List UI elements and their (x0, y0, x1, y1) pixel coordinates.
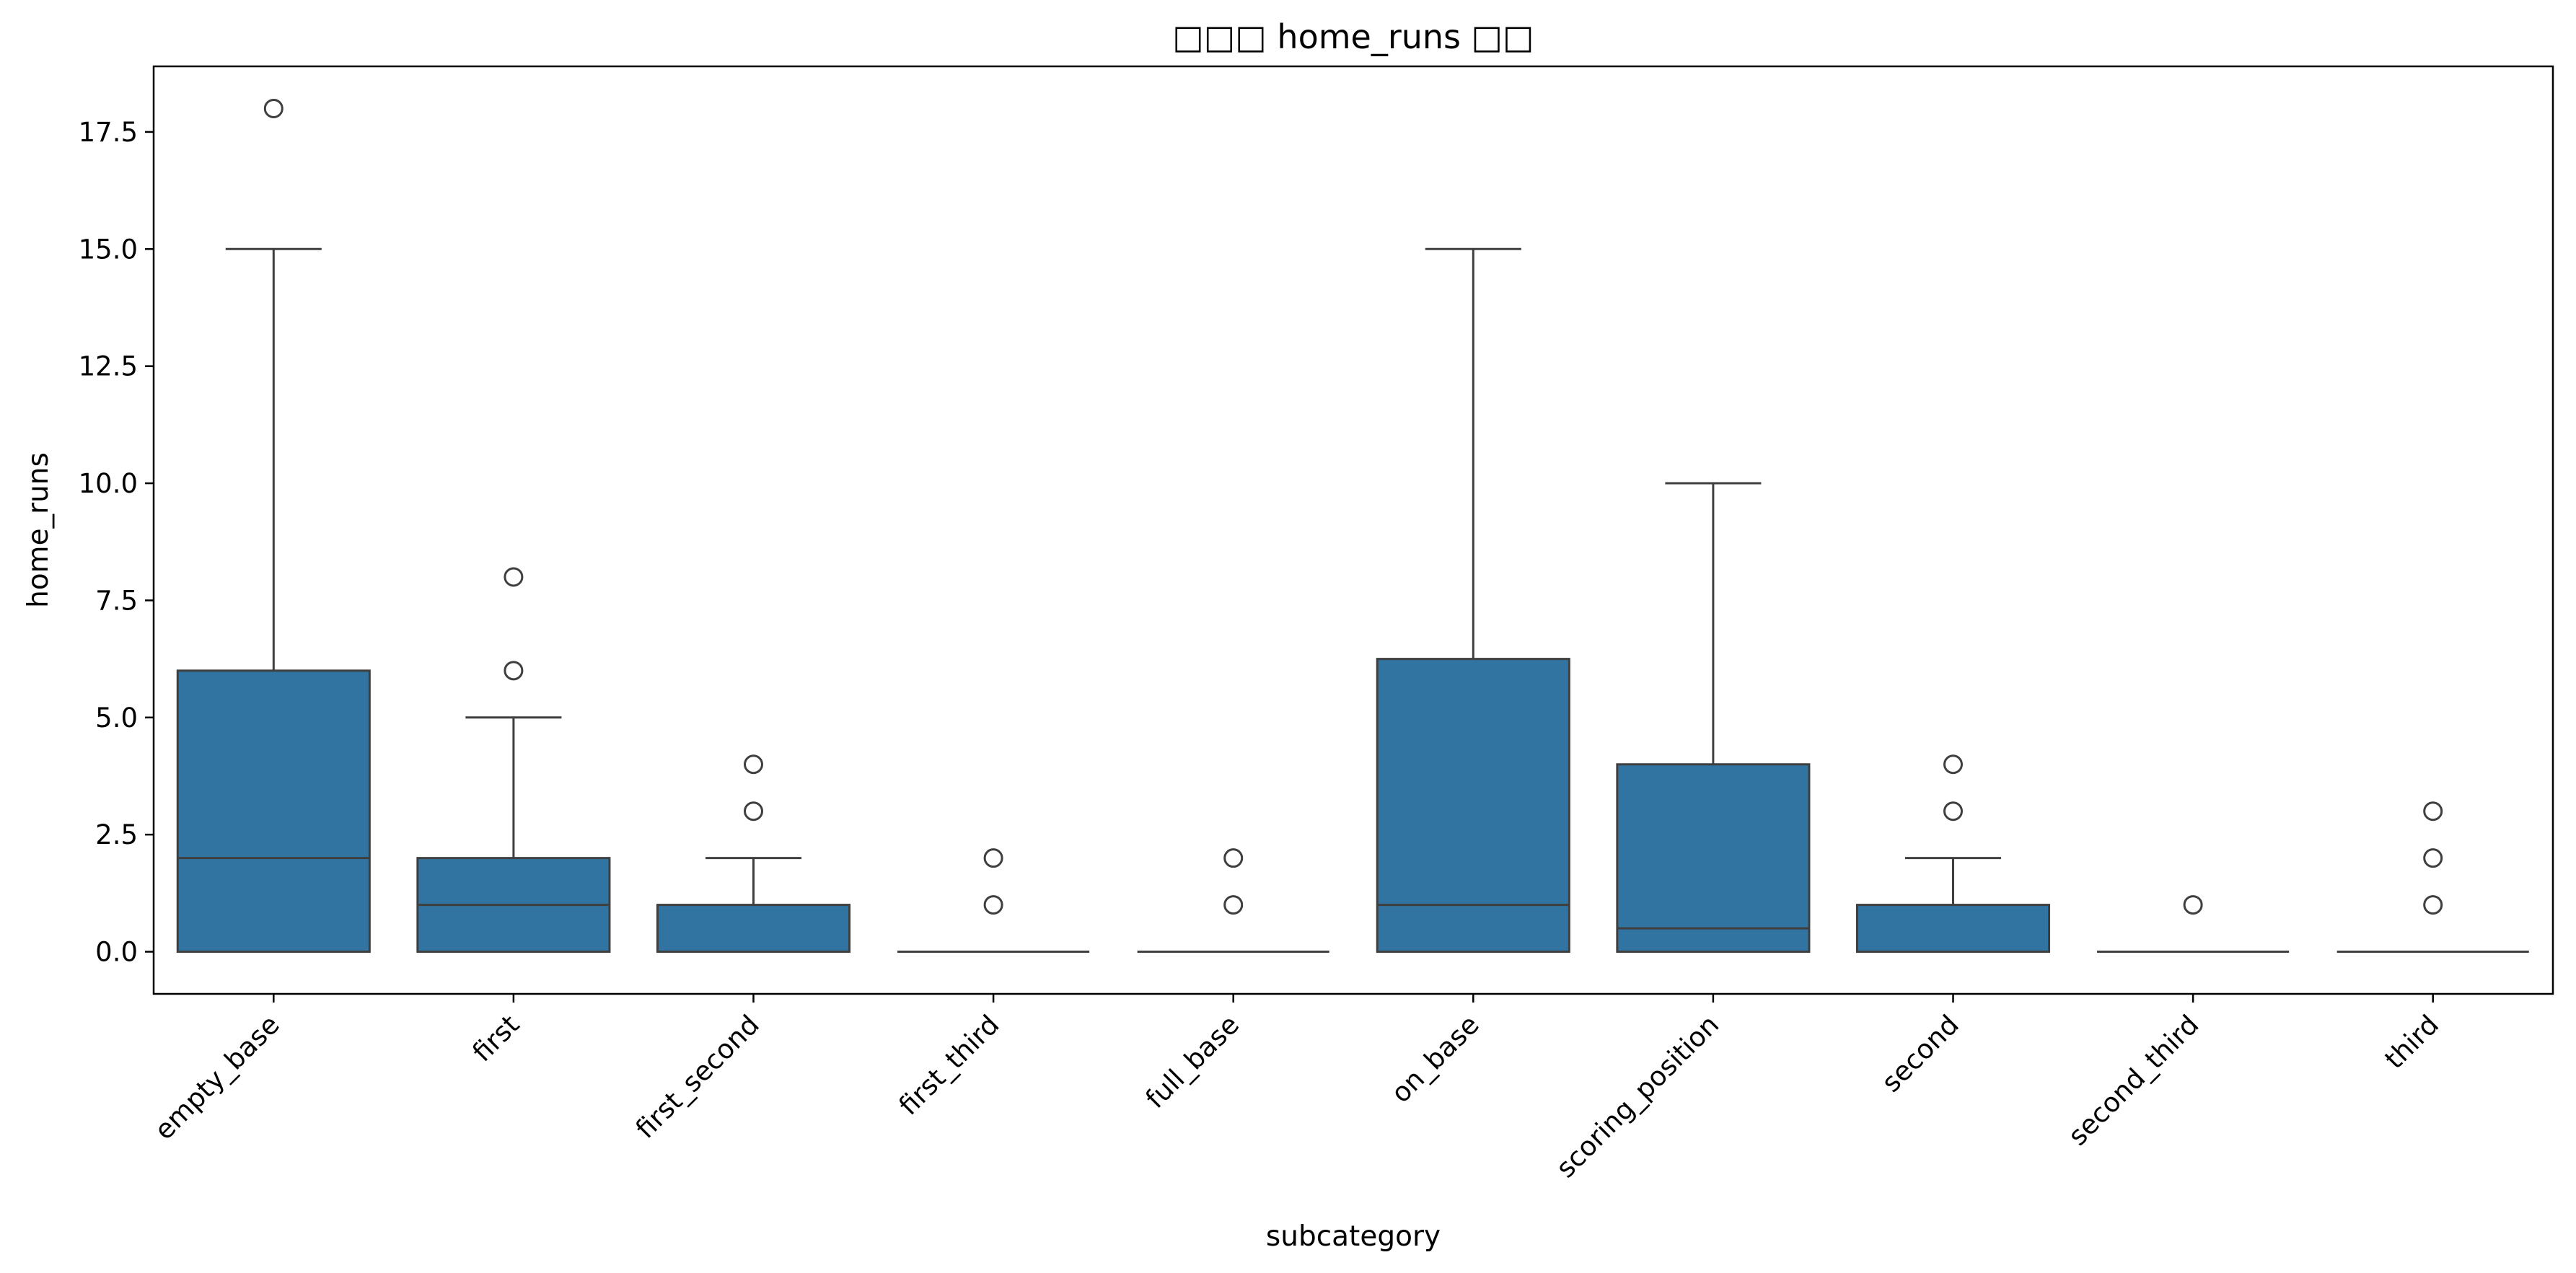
y-tick-label: 10.0 (79, 468, 138, 499)
box-group-full_base (1137, 848, 1329, 953)
y-tick-label: 15.0 (79, 234, 138, 265)
y-axis-label: home_runs (22, 452, 55, 608)
box-group-second_third (2097, 895, 2290, 953)
outlier-point (2423, 848, 2443, 868)
y-tick-label: 5.0 (95, 702, 138, 734)
y-tick-label: 17.5 (79, 117, 138, 148)
y-tick-label: 2.5 (95, 819, 138, 850)
outlier-point (2183, 895, 2203, 915)
outlier-point (744, 801, 763, 821)
iqr-box (656, 904, 851, 953)
outlier-point (1943, 801, 1963, 821)
iqr-box (176, 669, 371, 953)
chart-title: □□□ home_runs □□ (1172, 17, 1534, 56)
box-group-empty_base (176, 98, 371, 953)
y-tick-label: 12.5 (79, 351, 138, 382)
outlier-point (1943, 754, 1963, 775)
outlier-point (983, 848, 1003, 868)
box-group-first_third (897, 848, 1090, 953)
iqr-box (1376, 658, 1570, 953)
box-group-second (1855, 754, 2051, 953)
y-tick-label: 0.0 (95, 937, 138, 968)
iqr-box (1616, 763, 1811, 953)
y-axis: 0.0 2.5 5.0 7.5 10.0 12.5 15.0 17.5 (79, 117, 154, 968)
outlier-point (2423, 895, 2443, 915)
box-group-first (416, 567, 611, 953)
plot-frame (152, 65, 2554, 995)
outlier-point (1223, 848, 1244, 868)
box-group-on_base (1376, 247, 1570, 953)
y-tick-label: 7.5 (95, 585, 138, 616)
outlier-point (983, 895, 1003, 915)
outlier-point (504, 567, 524, 587)
outlier-point (744, 754, 763, 775)
outlier-point (1223, 895, 1244, 915)
box-group-first_second (656, 754, 851, 953)
box-group-third (2337, 801, 2529, 953)
outlier-point (2423, 801, 2443, 821)
box-group-scoring_position (1616, 482, 1811, 953)
iqr-box (1855, 904, 2051, 953)
plot-area (176, 98, 2529, 953)
outlier-point (504, 661, 524, 681)
outlier-point (263, 98, 283, 118)
x-axis-label: subcategory (1266, 1220, 1441, 1253)
